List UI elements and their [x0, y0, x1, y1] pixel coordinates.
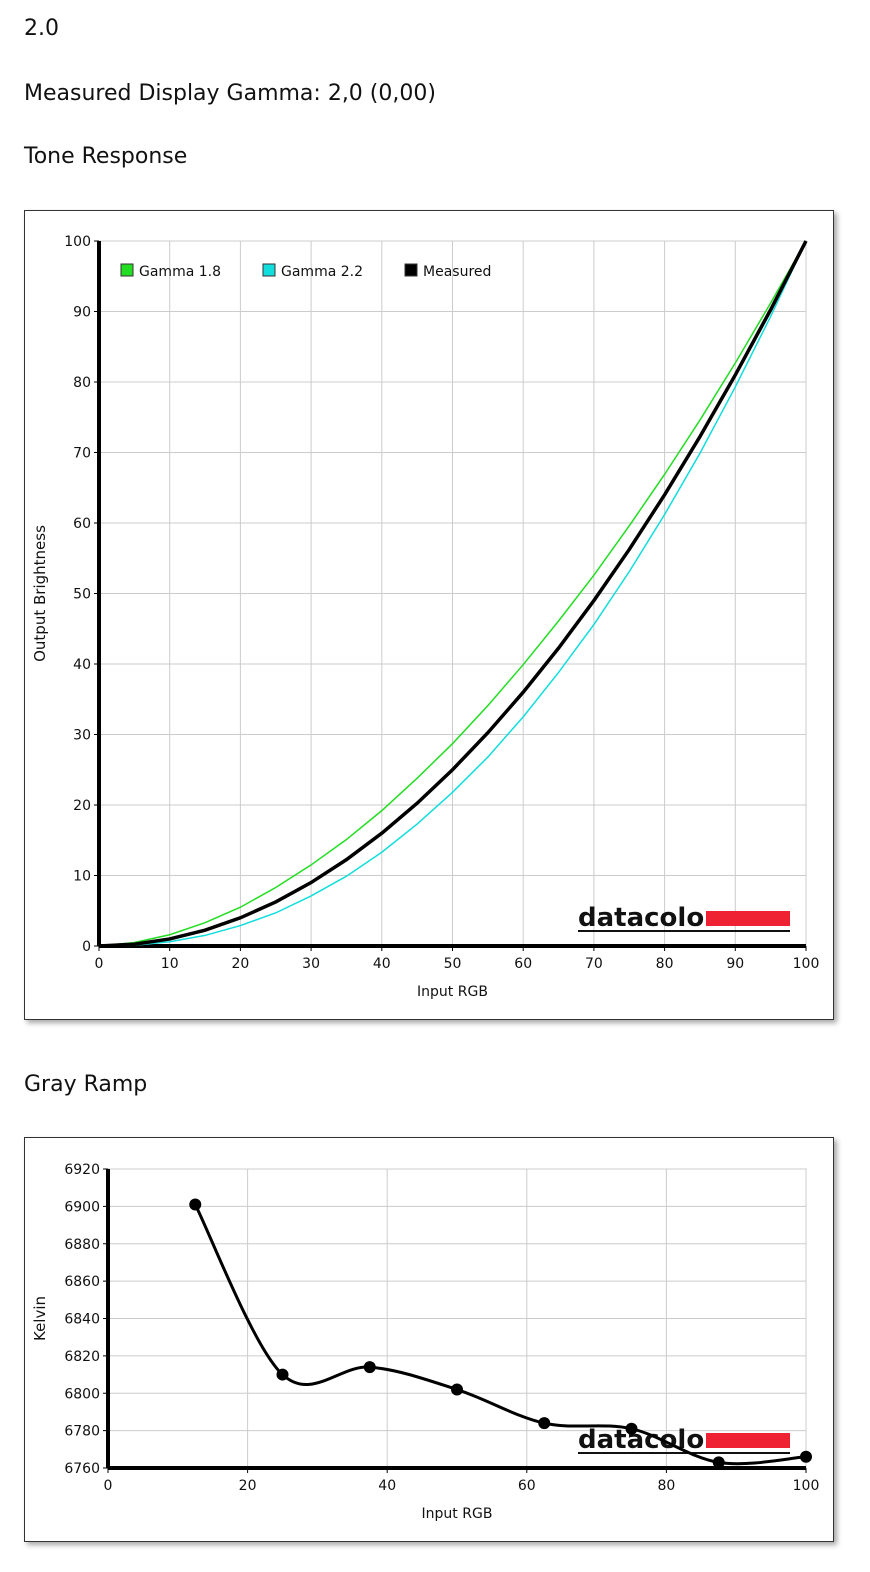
- x-tick-label: 80: [656, 956, 674, 972]
- x-tick-label: 10: [161, 956, 179, 972]
- x-tick-label: 90: [726, 956, 744, 972]
- series-line: [98, 240, 808, 948]
- watermark-bar: [706, 911, 790, 926]
- x-tick-label: 60: [514, 956, 532, 972]
- x-tick-label: 50: [444, 956, 462, 972]
- point: [451, 1383, 463, 1396]
- chart-frame: 0 10 20 30 40 50 60 70 80 90 100 0 10 20 30 40 50 60 70 80 9…: [24, 210, 834, 1020]
- point: [189, 1198, 202, 1211]
- x-tick-label: 40: [373, 956, 391, 972]
- point: [712, 1456, 725, 1469]
- y-tick-label: 20: [73, 798, 91, 814]
- y-axis-label: Output Brightness: [31, 525, 49, 662]
- y-axis-label: Kelvin: [31, 1296, 49, 1341]
- y-tick-label: 90: [73, 305, 91, 321]
- y-tick-label: 6800: [64, 1386, 100, 1402]
- legend-label: Measured: [423, 264, 491, 280]
- y-tick-label: 6760: [64, 1461, 100, 1477]
- y-tick-label: 40: [73, 657, 91, 673]
- x-tick-label: 100: [793, 956, 820, 972]
- legend-swatch: [404, 263, 418, 277]
- y-tick-label: 10: [73, 869, 91, 885]
- chart: 0 20 40 60 80 100 6760 6780 6800 6820 6840 6860 6880…: [31, 1162, 820, 1522]
- y-tick-label: 6860: [64, 1274, 100, 1290]
- y-tick-label: 80: [73, 375, 91, 391]
- y-tick-label: 6780: [64, 1424, 100, 1440]
- x-tick-label: 100: [793, 1478, 820, 1494]
- watermark: datacolor: [578, 903, 717, 933]
- series-line: [98, 240, 807, 947]
- x-axis-label: Input RGB: [422, 1506, 493, 1522]
- legend-label: Gamma 1.8: [139, 264, 221, 280]
- y-tick-label: 60: [73, 516, 91, 532]
- chart-frame: 0 20 40 60 80 100 6760 6780 6800 6820 6840 6860 6880…: [24, 1137, 834, 1542]
- y-tick-label: 6840: [64, 1312, 100, 1328]
- y-tick-label: 30: [73, 728, 91, 744]
- watermark-bar: [706, 1433, 790, 1448]
- measured-gamma: Measured Display Gamma: 2,0 (0,00): [24, 81, 436, 106]
- watermark: datacolor: [578, 1425, 717, 1455]
- y-tick-label: 0: [82, 939, 91, 955]
- y-tick-label: 50: [73, 587, 91, 603]
- legend-swatch: [120, 263, 134, 277]
- y-tick-label: 70: [73, 446, 91, 462]
- heading: Tone Response: [24, 144, 188, 169]
- x-tick-label: 0: [95, 956, 104, 972]
- x-tick-label: 80: [657, 1478, 675, 1494]
- series-line: [98, 240, 807, 947]
- x-tick-label: 40: [378, 1478, 396, 1494]
- y-tick-label: 6820: [64, 1349, 100, 1365]
- y-tick-label: 6900: [64, 1199, 100, 1215]
- version: 2.0: [24, 16, 59, 41]
- y-tick-label: 6920: [64, 1162, 100, 1178]
- legend-swatch: [262, 263, 276, 277]
- x-tick-label: 0: [104, 1478, 113, 1494]
- legend-label: Gamma 2.2: [281, 264, 363, 280]
- y-tick-label: 100: [64, 234, 91, 250]
- point: [625, 1422, 638, 1435]
- point: [800, 1450, 812, 1463]
- x-tick-label: 60: [518, 1478, 536, 1494]
- x-axis-label: Input RGB: [417, 984, 488, 1000]
- chart: 0 10 20 30 40 50 60 70 80 90 100 0 10 20 30 40 50 60 70 80 9…: [31, 234, 820, 1000]
- x-tick-label: 70: [585, 956, 603, 972]
- heading: Gray Ramp: [24, 1072, 148, 1097]
- x-tick-label: 20: [239, 1478, 257, 1494]
- point: [276, 1368, 289, 1381]
- y-tick-label: 6880: [64, 1237, 100, 1253]
- x-tick-label: 20: [231, 956, 249, 972]
- point: [538, 1417, 551, 1430]
- x-tick-label: 30: [302, 956, 320, 972]
- point: [363, 1361, 376, 1374]
